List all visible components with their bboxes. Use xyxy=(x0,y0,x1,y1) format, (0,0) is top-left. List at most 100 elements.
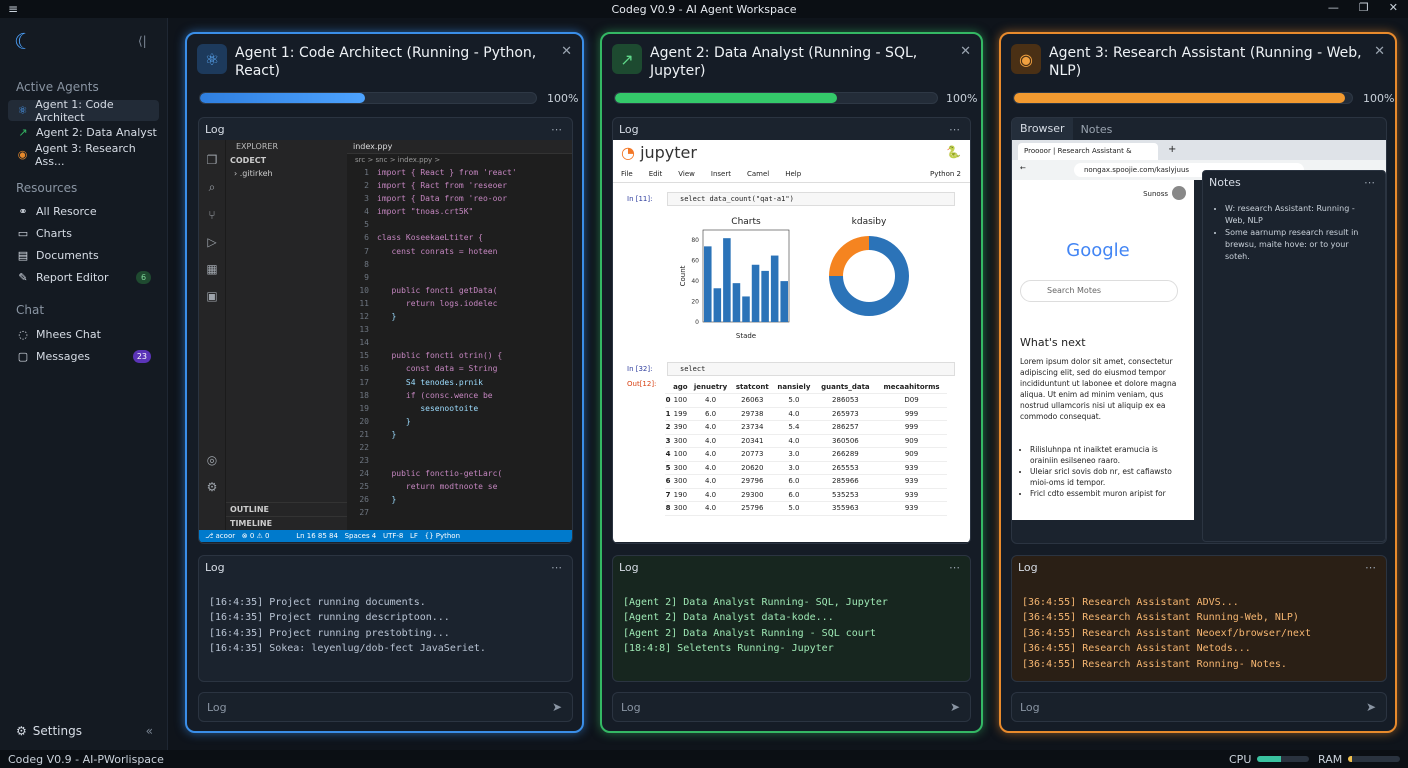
more-icon[interactable]: ⋯ xyxy=(1365,560,1376,574)
code-text: import "tnoas.crt5K" xyxy=(377,207,474,217)
send-icon[interactable]: ➤ xyxy=(949,700,960,714)
table-cell: 29300 xyxy=(731,488,774,502)
agent-1-input[interactable]: Log ➤ xyxy=(198,692,573,722)
browser-tab[interactable]: Proooor | Research Assistant & xyxy=(1018,143,1158,160)
minimize-icon[interactable]: — xyxy=(1327,1,1339,14)
table-cell: 5.0 xyxy=(773,501,815,516)
code-line: 20 } xyxy=(347,415,572,428)
file-tree-item[interactable]: › .gitirkeh xyxy=(234,169,273,178)
more-icon[interactable]: ⋯ xyxy=(949,560,960,574)
table-cell: 999 xyxy=(876,420,947,435)
account-icon[interactable]: ◎ xyxy=(206,453,218,467)
close-icon[interactable]: ✕ xyxy=(1374,44,1385,59)
jupyter-menu-item[interactable]: View xyxy=(678,170,695,178)
code-line: 13 xyxy=(347,323,572,336)
table-cell: 939 xyxy=(876,461,947,475)
page-bullet: Rilisluhnpa nt inaiktet eramucia is orai… xyxy=(1030,444,1184,466)
code-cell-1[interactable]: select data_count("qat-a1") xyxy=(667,192,955,206)
code-cell-2[interactable]: select xyxy=(667,362,955,376)
more-icon[interactable]: ⋯ xyxy=(949,122,960,136)
browser-tab-strip: Proooor | Research Assistant & + xyxy=(1012,140,1386,160)
close-icon[interactable]: ✕ xyxy=(561,44,572,59)
sidebar-item-agent-2[interactable]: ↗ Agent 2: Data Analyst xyxy=(8,122,159,143)
sidebar-item-messages[interactable]: ▢ Messages 23 xyxy=(8,346,159,367)
table-row: 7 190 4.0 29300 6.0 535253 939 xyxy=(665,488,947,502)
line-number: 17 xyxy=(359,377,369,387)
sidebar-item-agent-3[interactable]: ◉ Agent 3: Research Ass... xyxy=(17,141,136,168)
gear-icon[interactable]: ⚙ xyxy=(206,480,218,494)
bar xyxy=(713,288,722,322)
jupyter-menu-item[interactable]: File xyxy=(621,170,633,178)
y-tick-label: 60 xyxy=(691,258,699,265)
more-icon[interactable]: ⋯ xyxy=(1364,175,1375,189)
code-text: return modtnoote se xyxy=(377,482,498,492)
source-control-icon[interactable]: ⑂ xyxy=(208,208,216,222)
table-cell: 4.0 xyxy=(689,447,732,462)
timeline-section[interactable]: TIMELINE xyxy=(226,516,348,530)
line-number: 1 xyxy=(364,168,369,177)
run-icon[interactable]: ▷ xyxy=(207,235,217,249)
table-cell: 26063 xyxy=(731,393,774,408)
jupyter-menu-item[interactable]: Edit xyxy=(648,170,663,178)
sidebar-item-charts[interactable]: ▭ Charts xyxy=(17,227,72,240)
line-number: 5 xyxy=(364,220,369,230)
more-icon[interactable]: ⋯ xyxy=(551,122,562,136)
sidebar-item-all-resources[interactable]: ⚭ All Resorce xyxy=(8,201,159,222)
editor-status-bar: ⎇ acoor ⊗ 0 ⚠ 0 Ln 16 85 84 Spaces 4 UTF… xyxy=(199,530,572,542)
agent-2-log-box: Log ⋯ [Agent 2] Data Analyst Running- SQL… xyxy=(612,555,971,682)
log-line: [16:4:35] Sokea: leyenlug/dob-fect JavaS… xyxy=(209,643,486,655)
editor-tab[interactable]: index.ppy xyxy=(347,140,572,154)
jupyter-menu-item[interactable]: Help xyxy=(785,170,802,178)
sidebar-item-chat[interactable]: ◌ Mhees Chat xyxy=(8,324,159,345)
data-table: ago jenuetry statcont nansiely guants_data me… xyxy=(665,380,947,516)
files-icon[interactable]: ❐ xyxy=(206,153,218,167)
send-icon[interactable]: ➤ xyxy=(1365,700,1376,714)
search-input[interactable]: Search Motes xyxy=(1020,280,1178,302)
agent-1-workspace: Log ⋯ ❐ ⌕ ⑂ ▷ ▦ ▣ ◎ ⚙ EXPLORER CODECT › .gitirke… xyxy=(198,117,573,544)
edit-icon: ✎ xyxy=(18,271,28,284)
jupyter-menu-item[interactable]: Insert xyxy=(710,170,731,178)
table-cell: 999 xyxy=(876,407,947,421)
settings-button[interactable]: ⚙ Settings xyxy=(16,724,82,738)
line-number: 14 xyxy=(359,338,369,348)
new-tab-icon[interactable]: + xyxy=(1168,144,1177,155)
more-icon[interactable]: ⋯ xyxy=(551,560,562,574)
sidebar-item-agent-1[interactable]: ⚛ Agent 1: Code Architect xyxy=(8,98,159,124)
jupyter-menu-item[interactable]: Camel xyxy=(746,170,770,178)
code-editor[interactable]: index.ppy src > snc > index.ppy > 1 impor… xyxy=(347,140,572,530)
tab-notes[interactable]: Notes xyxy=(1080,122,1113,136)
close-window-icon[interactable]: ✕ xyxy=(1388,1,1398,14)
table-row: 0 100 4.0 26063 5.0 286053 D09 xyxy=(665,393,947,408)
code-text: class KoseekaeLtiter { xyxy=(377,233,483,243)
back-icon[interactable]: ← xyxy=(1020,164,1026,172)
y-tick-label: 80 xyxy=(691,237,699,244)
tab-browser[interactable]: Browser xyxy=(1012,118,1073,140)
line-number: 18 xyxy=(359,390,369,400)
note-item: Some aarnump research result in brewsu, … xyxy=(1225,227,1375,263)
send-icon[interactable]: ➤ xyxy=(551,700,562,714)
avatar[interactable] xyxy=(1172,186,1186,200)
code-text: public foncti getData( xyxy=(377,285,498,295)
hamburger-menu-icon[interactable]: ≡ xyxy=(8,2,19,16)
outline-section[interactable]: OUTLINE xyxy=(226,502,348,516)
line-number: 24 xyxy=(359,469,369,479)
line-number: 2 xyxy=(364,181,369,191)
sidebar-collapse-bottom-icon[interactable]: « xyxy=(145,724,153,738)
close-icon[interactable]: ✕ xyxy=(960,44,971,59)
sidebar-item-documents[interactable]: ▤ Documents xyxy=(17,249,99,262)
sidebar-item-report-editor[interactable]: ✎ Report Editor 6 xyxy=(8,267,159,288)
code-line: 15 public foncti otrin() { xyxy=(347,349,572,362)
sidebar-collapse-icon[interactable]: ⟨| xyxy=(138,34,147,48)
chart-area: Charts 0 20 40 60 80 Stade Count kdasiby xyxy=(679,217,909,340)
search-icon[interactable]: ⌕ xyxy=(208,180,216,194)
remote-icon[interactable]: ▣ xyxy=(206,289,218,303)
table-cell: 199 xyxy=(671,407,690,421)
agent-2-input[interactable]: Log ➤ xyxy=(612,692,971,722)
extensions-icon[interactable]: ▦ xyxy=(206,262,218,276)
section-resources: Resources xyxy=(16,181,78,195)
agent-3-input[interactable]: Log ➤ xyxy=(1011,692,1387,722)
maximize-icon[interactable]: ❐ xyxy=(1358,1,1369,14)
donut-slice xyxy=(829,236,909,316)
table-cell: 4.0 xyxy=(689,461,732,475)
code-line: 16 const data = String xyxy=(347,362,572,375)
